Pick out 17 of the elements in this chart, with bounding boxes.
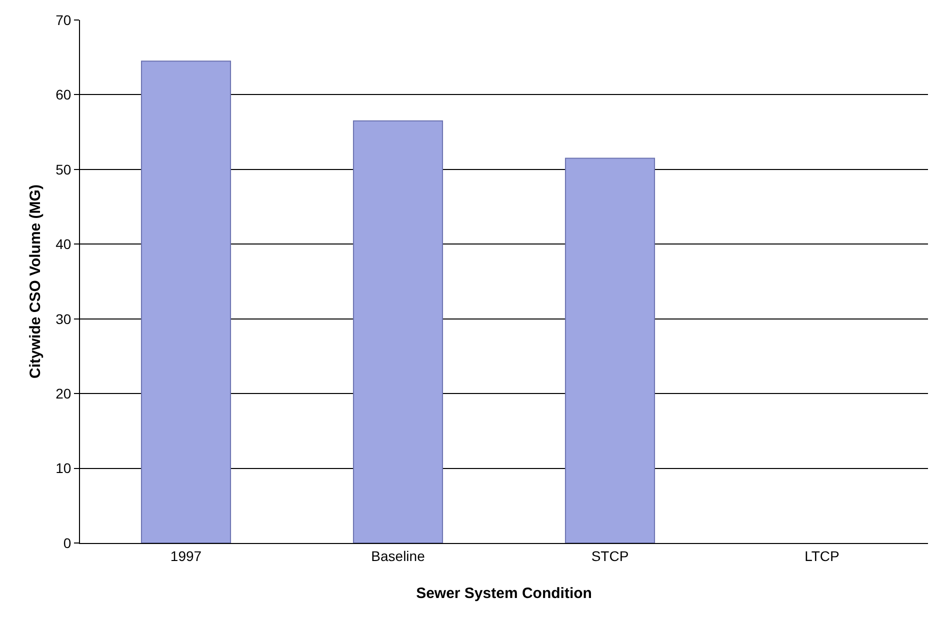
- y-tick-label: 0: [63, 534, 72, 551]
- x-tick-label: STCP: [591, 548, 629, 564]
- x-axis-title: Sewer System Condition: [416, 585, 592, 602]
- bar: [352, 120, 444, 543]
- y-tick-label: 40: [56, 236, 72, 252]
- y-tick-label: 30: [56, 310, 72, 327]
- x-tick-label: 1997: [170, 548, 202, 564]
- y-tick-label: 20: [56, 385, 72, 402]
- y-tick-label: 10: [56, 460, 72, 476]
- bar: [564, 158, 656, 543]
- x-tick-label: LTCP: [804, 548, 840, 564]
- y-tick-label: 70: [56, 12, 72, 28]
- y-tick-label: 50: [56, 161, 72, 178]
- y-tick-label: 60: [56, 86, 72, 103]
- bar: [140, 60, 232, 543]
- y-axis-title: Citywide CSO Volume (MG): [27, 184, 44, 378]
- x-tick-label: Baseline: [371, 548, 426, 564]
